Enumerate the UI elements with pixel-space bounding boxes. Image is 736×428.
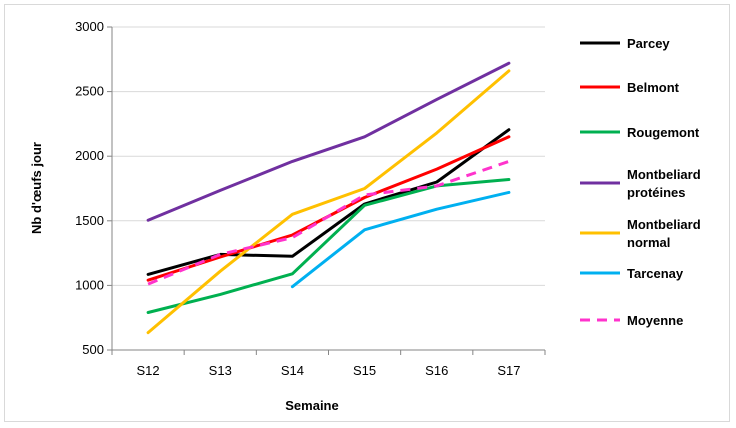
y-axis-title: Nb d'œufs jour (29, 142, 44, 234)
series-line-7 (147, 159, 510, 286)
series-line-3 (146, 178, 511, 314)
legend-label-6: Tarcenay (627, 266, 684, 281)
series-line-1 (146, 128, 511, 276)
x-tick-label-s16: S16 (425, 363, 448, 378)
series-lines (146, 61, 511, 335)
legend-label-3: Rougemont (627, 125, 700, 140)
y-tick-label-2000: 2000 (75, 148, 104, 163)
x-tick-labels: S12 S13 S14 S15 S16 S17 (137, 363, 521, 378)
y-tick-label-500: 500 (82, 342, 104, 357)
legend-label-7: Moyenne (627, 313, 683, 328)
x-tick-label-s14: S14 (281, 363, 304, 378)
y-tick-label-1000: 1000 (75, 277, 104, 292)
y-tick-labels: 500 1000 1500 2000 2500 3000 (75, 19, 104, 357)
x-tick-label-s17: S17 (497, 363, 520, 378)
legend-label-2: Belmont (627, 80, 680, 95)
series-line-4 (146, 61, 511, 222)
gridlines (112, 26, 545, 286)
series-line-5 (146, 69, 511, 335)
y-tick-label-1500: 1500 (75, 213, 104, 228)
chart-area (4, 4, 730, 422)
legend: Parcey Belmont Rougemont Montbeliard protéin… (580, 36, 701, 328)
x-tick-label-s15: S15 (353, 363, 376, 378)
axes (107, 26, 546, 355)
x-tick-label-s12: S12 (137, 363, 160, 378)
legend-label-4: Montbeliard protéines (627, 167, 701, 200)
y-tick-label-2500: 2500 (75, 84, 104, 99)
series-line-6 (290, 190, 511, 289)
x-axis-title: Semaine (285, 398, 338, 413)
legend-label-1: Parcey (627, 36, 670, 51)
y-tick-label-3000: 3000 (75, 19, 104, 34)
legend-label-5: Montbeliard normal (627, 217, 701, 250)
x-tick-label-s13: S13 (209, 363, 232, 378)
